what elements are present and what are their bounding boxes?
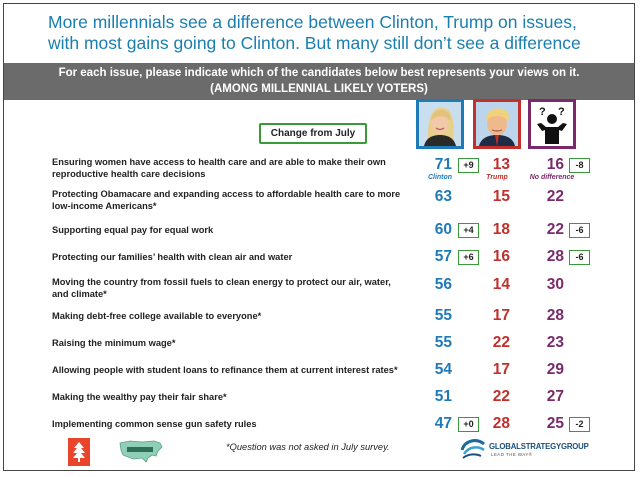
issue-label: Ensuring women have access to health car… [52,157,386,179]
issue-label: Raising the minimum wage* [52,338,176,348]
no-difference-value: 30 [546,276,564,293]
slide: More millennials see a difference betwee… [3,3,635,471]
no-difference-change-badge: -6 [569,250,590,265]
no-difference-value: 23 [546,334,564,351]
clinton-portrait [416,99,464,149]
no-difference-value: 28 [546,248,564,265]
clinton-change-badge: +0 [458,417,479,432]
issue-label: Protecting Obamacare and expanding acces… [52,189,401,211]
no-difference-value: 27 [546,388,564,405]
clinton-value: 47 [434,415,452,432]
issue-label: Supporting equal pay for equal work [52,225,214,235]
clinton-value: 60 [434,221,452,238]
clinton-value: 51 [434,388,452,405]
clinton-change-badge: +4 [458,223,479,238]
trump-column-label: Trump [486,174,508,181]
no-difference-value: 16 [546,156,564,173]
global-strategy-group-logo: GLOBALSTRATEGYGROUP LEAD THE WAY® [459,434,599,464]
trump-value: 22 [492,334,510,351]
no-difference-value: 25 [546,415,564,432]
globe-swirl-icon [460,439,485,459]
population-note: (AMONG MILLENNIAL LIKELY VOTERS) [210,83,428,95]
clinton-value: 57 [434,248,452,265]
trump-value: 22 [492,388,510,405]
no-difference-column-label: No difference [529,174,575,181]
trump-portrait [473,99,521,149]
clinton-value: 71 [434,156,452,173]
no-difference-value: 22 [546,188,564,205]
trump-value: 16 [492,248,510,265]
gsg-tagline: LEAD THE WAY® [491,452,533,457]
trump-value: 17 [492,307,510,324]
issue-label: Allowing people with student loans to re… [52,365,398,375]
clinton-change-badge: +6 [458,250,479,265]
issue-label: Implementing common sense gun safety rul… [52,419,257,429]
clinton-value: 56 [434,276,452,293]
no-difference-value: 28 [546,307,564,324]
issue-label: Making the wealthy pay their fair share* [52,392,227,402]
trump-value: 18 [492,221,510,238]
issue-label: Moving the country from fossil fuels to … [52,277,391,299]
footnote: *Question was not asked in July survey. [226,442,390,452]
issue-label: Making debt-free college available to ev… [52,311,262,321]
svg-text:?: ? [558,106,565,118]
no-difference-change-badge: -8 [569,158,590,173]
question-text: For each issue, please indicate which of… [58,67,580,79]
clinton-value: 54 [434,361,452,378]
svg-text:?: ? [539,106,546,118]
clinton-value: 55 [434,307,452,324]
us-map-icon [118,438,164,464]
shrug-silhouette-icon: ? ? [528,99,576,149]
trump-value: 13 [492,156,510,173]
clinton-value: 55 [434,334,452,351]
clinton-change-badge: +9 [458,158,479,173]
flame-logo-icon [68,438,90,466]
no-difference-value: 29 [546,361,564,378]
no-difference-change-badge: -6 [569,223,590,238]
no-difference-change-badge: -2 [569,417,590,432]
slide-title: More millennials see a difference betwee… [48,12,581,53]
clinton-value: 63 [434,188,452,205]
trump-value: 17 [492,361,510,378]
question-banner: For each issue, please indicate which of… [4,63,634,100]
no-difference-value: 22 [546,221,564,238]
clinton-column-label: Clinton [427,174,453,181]
change-from-july-label: Change from July [259,123,367,144]
trump-value: 14 [492,276,510,293]
trump-value: 28 [492,415,510,432]
gsg-name: GLOBALSTRATEGYGROUP [489,442,589,451]
trump-value: 15 [492,188,510,205]
issue-label: Protecting our families’ health with cle… [52,252,293,262]
